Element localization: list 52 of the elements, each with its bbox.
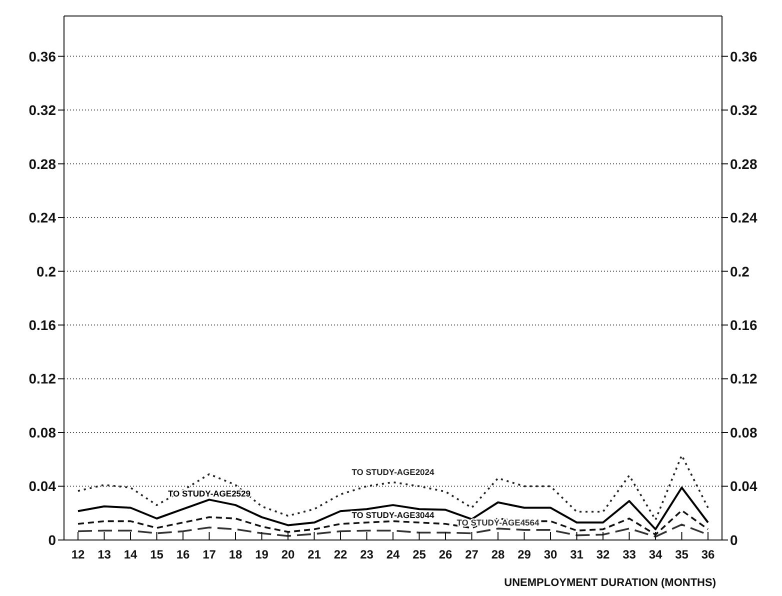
y2-tick-label: 0.08 xyxy=(730,424,758,440)
line-series xyxy=(77,510,709,536)
y2-tick-label: 0.16 xyxy=(730,316,758,333)
x-tick-label: 29 xyxy=(518,548,532,562)
y-tick-label: 0.08 xyxy=(28,424,56,440)
x-tick-label: 19 xyxy=(255,548,269,562)
x-tick-label: 34 xyxy=(648,548,662,562)
y-tick-label: 0.32 xyxy=(28,102,56,118)
y-tick-label: 0 xyxy=(48,532,56,548)
line-series xyxy=(77,454,709,521)
x-tick-label: 13 xyxy=(98,548,112,562)
y-tick-label: 0.28 xyxy=(28,156,56,172)
x-tick-label: 17 xyxy=(202,548,216,562)
y2-tick-label: 0.2 xyxy=(730,263,750,280)
x-tick-label: 18 xyxy=(228,548,242,562)
x-tick-label: 25 xyxy=(412,548,426,562)
x-tick-label: 15 xyxy=(150,548,164,562)
y2-tick-label: 0.36 xyxy=(730,48,758,64)
y-tick-label: 0.16 xyxy=(28,316,56,333)
line-series xyxy=(77,486,709,530)
x-axis-title: UNEMPLOYMENT DURATION (MONTHS) xyxy=(504,577,716,589)
x-tick-label: 24 xyxy=(386,548,400,562)
y2-tick-label: 0 xyxy=(730,532,738,548)
x-tick-label: 31 xyxy=(570,548,584,562)
x-tick-label: 16 xyxy=(176,548,190,562)
x-tick-label: 33 xyxy=(622,548,636,562)
x-tick-label: 27 xyxy=(465,548,479,562)
x-tick-label: 32 xyxy=(596,548,610,562)
series-label: TO STUDY-AGE3044 xyxy=(352,510,435,520)
y-tick-label: 0.24 xyxy=(28,210,56,226)
x-tick-label: 30 xyxy=(544,548,558,562)
x-tick-label: 22 xyxy=(334,548,348,562)
x-tick-label: 28 xyxy=(491,548,505,562)
x-tick-label: 20 xyxy=(281,548,295,562)
y-tick-label: 0.04 xyxy=(28,478,56,494)
y-tick-label: 0.36 xyxy=(28,48,56,64)
x-tick-label: 26 xyxy=(438,548,452,562)
y-tick-label: 0.12 xyxy=(28,370,56,387)
x-tick-label: 21 xyxy=(308,548,322,562)
series-label: TO STUDY-AGE2024 xyxy=(352,467,435,478)
y2-tick-label: 0.28 xyxy=(730,156,758,172)
series-label: TO STUDY-AGE2529 xyxy=(168,488,251,499)
y2-tick-label: 0.24 xyxy=(730,210,758,226)
x-tick-label: 14 xyxy=(124,548,138,562)
y2-tick-label: 0.04 xyxy=(730,478,758,494)
y2-tick-label: 0.32 xyxy=(730,102,758,118)
x-tick-label: 35 xyxy=(675,548,689,562)
x-tick-label: 36 xyxy=(701,548,715,562)
x-tick-label: 23 xyxy=(360,548,374,562)
x-tick-label: 12 xyxy=(71,548,85,562)
y2-tick-label: 0.12 xyxy=(730,370,758,387)
y-tick-label: 0.2 xyxy=(36,263,56,280)
